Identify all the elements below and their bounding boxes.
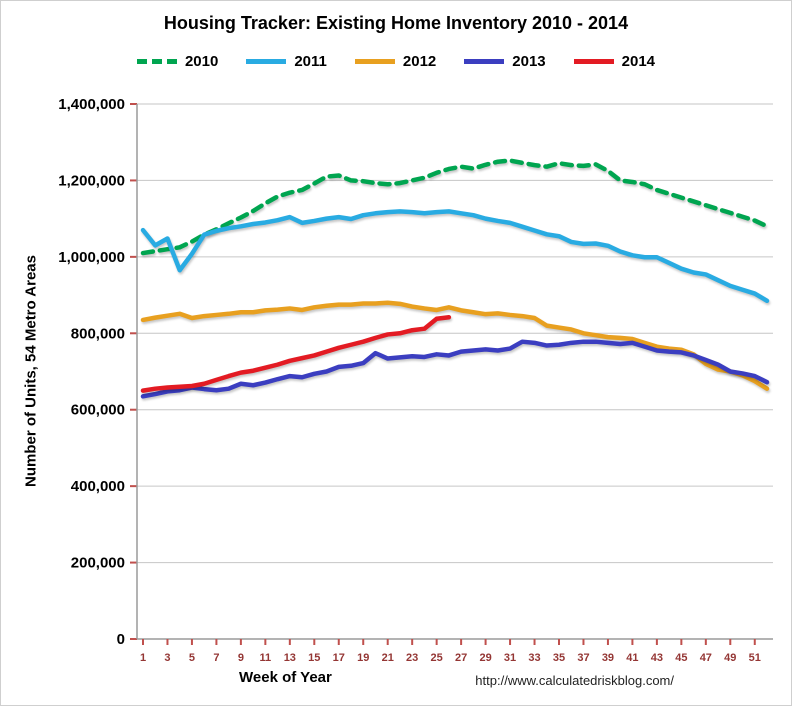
legend-item-2013[interactable]: 2013 [464,53,546,70]
y-tick-label: 1,200,000 [58,172,125,189]
legend-sample-2012 [354,59,395,64]
chart-title: Housing Tracker: Existing Home Inventory… [163,13,629,33]
x-tick-label: 27 [455,652,467,664]
legend-item-2010[interactable]: 2010 [136,53,219,70]
x-tick-label: 7 [213,652,219,664]
series-2010-line [140,158,770,256]
x-tick-label: 21 [382,652,394,664]
legend-label-2012: 2012 [402,53,437,70]
legend-label-2013: 2013 [512,53,546,70]
x-tick-label: 41 [626,652,638,664]
x-axis-title: Week of Year [239,669,332,686]
chart-canvas: 0 200,000 400,000 600,000 800,000 1,000,000 1,… [58,96,773,664]
y-tick-label: 800,000 [71,325,125,342]
x-tick-label: 29 [479,652,491,664]
x-tick-label: 19 [357,652,369,664]
x-tick-label: 1 [140,652,146,664]
x-tick-label: 15 [308,652,320,664]
x-tick-label: 23 [406,652,418,664]
series-2013-line [140,339,770,399]
y-tick-label: 200,000 [71,555,125,572]
legend: 2010 2011 2012 2013 2014 [1,53,791,70]
x-tick-label: 51 [749,652,761,664]
x-tick-label: 11 [260,652,272,664]
y-tick-label: 1,000,000 [58,249,125,266]
legend-item-2014[interactable]: 2014 [573,53,656,70]
legend-label-2014: 2014 [621,53,656,70]
legend-sample-2011 [246,59,287,64]
series-2011-line [140,209,770,304]
legend-label-2011: 2011 [294,53,327,70]
x-tick-label: 37 [577,652,589,664]
legend-label-2010: 2010 [184,53,219,70]
legend-sample-2010 [136,59,177,64]
y-tick-label: 600,000 [71,402,125,419]
y-axis-title: Number of Units, 54 Metro Areas [22,255,40,487]
x-tick-label: 17 [333,652,345,664]
x-tick-label: 45 [675,652,687,664]
source-url[interactable]: http://www.calculatedriskblog.com/ [475,673,674,688]
legend-sample-2013 [464,59,505,64]
series-2014-line [140,314,452,393]
y-tick-label: 400,000 [71,478,125,495]
x-tick-label: 5 [189,652,195,664]
y-tick-label: 0 [117,631,125,648]
x-tick-label: 31 [504,652,516,664]
series-2012-line [140,300,770,391]
x-tick-label: 47 [700,652,712,664]
legend-sample-2014 [573,59,614,64]
x-tick-label: 43 [651,652,663,664]
x-tick-label: 35 [553,652,565,664]
x-tick-label: 33 [528,652,540,664]
x-tick-label: 3 [164,652,170,664]
y-tick-label: 1,400,000 [58,96,125,113]
x-tick-label: 13 [284,652,296,664]
x-tick-label: 25 [431,652,443,664]
x-tick-label: 39 [602,652,614,664]
legend-item-2012[interactable]: 2012 [354,53,437,70]
legend-item-2011[interactable]: 2011 [246,53,327,70]
x-tick-label: 49 [724,652,736,664]
x-tick-label: 9 [238,652,244,664]
